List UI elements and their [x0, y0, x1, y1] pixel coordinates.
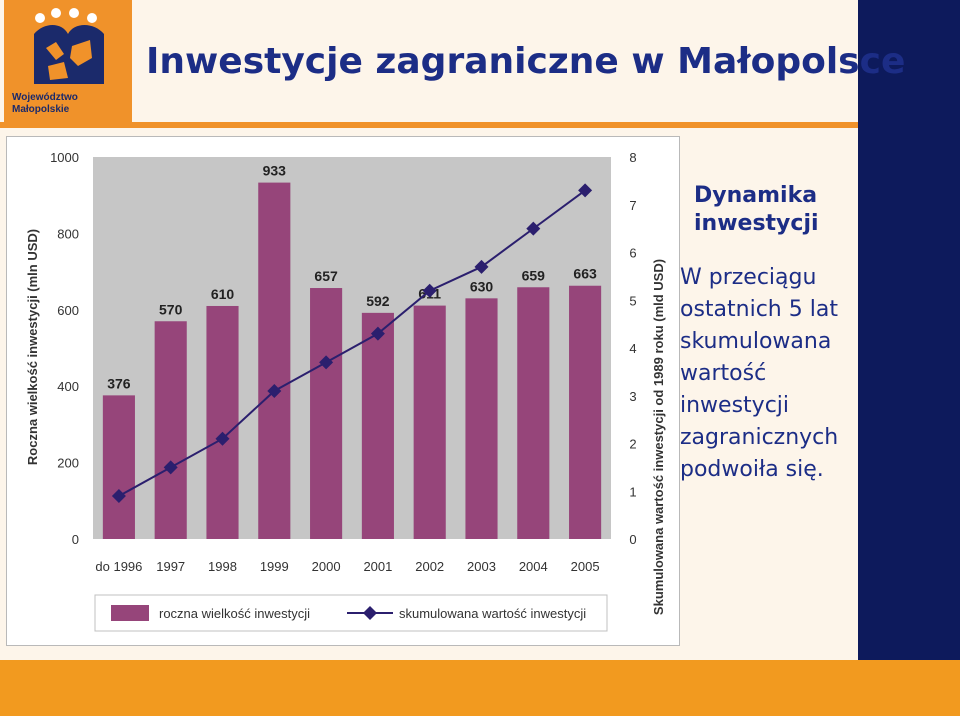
bar [310, 288, 343, 539]
bar [154, 321, 187, 539]
logo-line-1: Województwo [12, 92, 78, 103]
x-tick-label: 2001 [363, 559, 392, 574]
x-tick-label: 2004 [519, 559, 548, 574]
bar-value-label: 663 [573, 266, 597, 282]
line-point [267, 383, 282, 398]
bar-value-label: 630 [470, 278, 494, 294]
x-tick-label: 2002 [415, 559, 444, 574]
x-tick-label: 1999 [260, 559, 289, 574]
bar [206, 305, 239, 539]
header-divider [0, 122, 858, 128]
line-point [215, 431, 230, 446]
y2-tick-label: 6 [629, 246, 636, 261]
bar-value-label: 592 [366, 293, 390, 309]
footer-bar [0, 660, 960, 716]
bar [258, 182, 291, 539]
line-point [474, 259, 489, 274]
legend: roczna wielkość inwestycji skumulowana wa… [94, 594, 608, 632]
bar-value-label: 657 [314, 268, 338, 284]
legend-bar-label: roczna wielkość inwestycji [159, 606, 310, 621]
bar [361, 312, 394, 539]
line-series-group [111, 183, 593, 504]
y2-tick-label: 1 [629, 484, 636, 499]
y2-tick-label: 2 [629, 437, 636, 452]
y-tick-label: 600 [57, 303, 79, 318]
chart-panel: 0 200 400 600 800 1000 0 1 2 3 4 5 6 7 8 376 570 610 933… [6, 136, 680, 646]
x-tick-label: 2003 [467, 559, 496, 574]
y-tick-label: 0 [72, 532, 79, 547]
y2-tick-label: 4 [629, 341, 636, 356]
y2-axis-label: Skumulowana wartość inwestycji od 1989 r… [651, 259, 666, 615]
page-title: Inwestycje zagraniczne w Małopolsce [146, 41, 906, 82]
x-tick-label: 1997 [156, 559, 185, 574]
y-tick-label: 200 [57, 456, 79, 471]
bar-value-label: 570 [159, 301, 183, 317]
bar [102, 395, 135, 539]
y-tick-label: 400 [57, 379, 79, 394]
right-navy-band [858, 0, 960, 660]
bar-value-label: 376 [107, 375, 131, 391]
right-axis: 0 1 2 3 4 5 6 7 8 [629, 150, 636, 547]
left-axis: 0 200 400 600 800 1000 [50, 150, 79, 547]
bar [569, 285, 602, 539]
y-tick-label: 1000 [50, 150, 79, 165]
legend-line-marker [363, 606, 377, 620]
side-text: W przeciągu ostatnich 5 lat skumulowana … [680, 265, 839, 482]
bar [413, 305, 446, 539]
legend-bar-swatch [111, 605, 149, 621]
logo-text: Województwo Małopolskie [12, 92, 128, 116]
x-tick-label: do 1996 [95, 559, 142, 574]
line-point [422, 283, 437, 298]
logo: Województwo Małopolskie [4, 0, 132, 128]
legend-line-label: skumulowana wartość inwestycji [399, 606, 586, 621]
y2-tick-label: 3 [629, 389, 636, 404]
bar [517, 287, 550, 539]
line-point [370, 326, 385, 341]
bar [465, 298, 498, 539]
x-tick-labels: do 1996 1997 1998 1999 2000 2001 2002 2003 2004 2… [95, 559, 599, 574]
x-tick-label: 1998 [208, 559, 237, 574]
y2-tick-label: 5 [629, 293, 636, 308]
y-axis-label: Roczna wielkość inwestycji (mln USD) [25, 229, 40, 465]
logo-emblem-icon [34, 8, 104, 84]
y2-tick-label: 0 [629, 532, 636, 547]
y2-tick-label: 8 [629, 150, 636, 165]
line-series-path [118, 189, 586, 497]
bar-value-label: 610 [211, 286, 235, 302]
line-point [319, 355, 334, 370]
line-point [526, 221, 541, 236]
bar-value-label: 933 [263, 163, 287, 179]
line-point [578, 183, 593, 198]
x-tick-label: 2000 [312, 559, 341, 574]
line-point [163, 460, 178, 475]
side-heading: Dynamika inwestycji [694, 183, 819, 236]
chart-svg: 0 200 400 600 800 1000 0 1 2 3 4 5 6 7 8 376 570 610 933… [25, 150, 666, 632]
bars-group [102, 182, 602, 539]
line-point [111, 489, 126, 504]
bar-value-label: 659 [522, 267, 546, 283]
x-tick-label: 2005 [571, 559, 600, 574]
y2-tick-label: 7 [629, 198, 636, 213]
logo-line-2: Małopolskie [12, 104, 70, 115]
y-tick-label: 800 [57, 226, 79, 241]
